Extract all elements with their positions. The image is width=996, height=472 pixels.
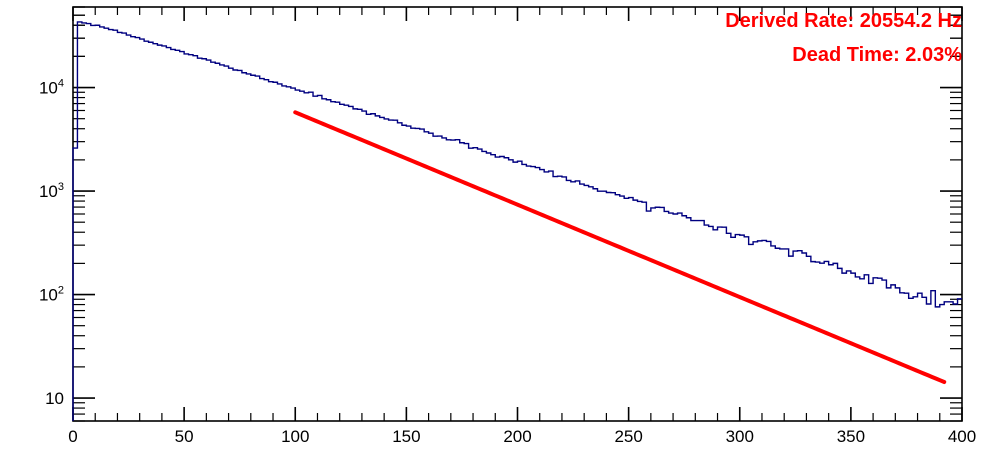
histogram-series [72,21,962,421]
exponential-fit-series [293,110,947,385]
x-tick-label: 400 [948,427,976,446]
derived-rate-annotation: Derived Rate: 20554.2 Hz [725,10,962,32]
y-tick-label: 102 [39,285,64,305]
x-tick-label: 200 [503,427,531,446]
x-tick-label: 0 [68,427,77,446]
y-tick-label: 104 [39,78,64,98]
x-tick-label: 300 [726,427,754,446]
y-axis-tick-labels: 10 102 103 104 [39,78,64,409]
x-axis-ticks [72,7,963,421]
x-tick-label: 350 [837,427,865,446]
x-axis-tick-labels: 0 50 100 150 200 250 300 350 400 [68,427,976,446]
x-tick-label: 250 [614,427,642,446]
x-tick-label: 50 [175,427,194,446]
y-axis-ticks [73,6,962,422]
x-tick-label: 100 [281,427,309,446]
y-tick-label: 103 [39,181,64,201]
y-tick-label: 10 [45,389,64,408]
x-tick-label: 150 [392,427,420,446]
dead-time-annotation: Dead Time: 2.03% [792,44,962,66]
